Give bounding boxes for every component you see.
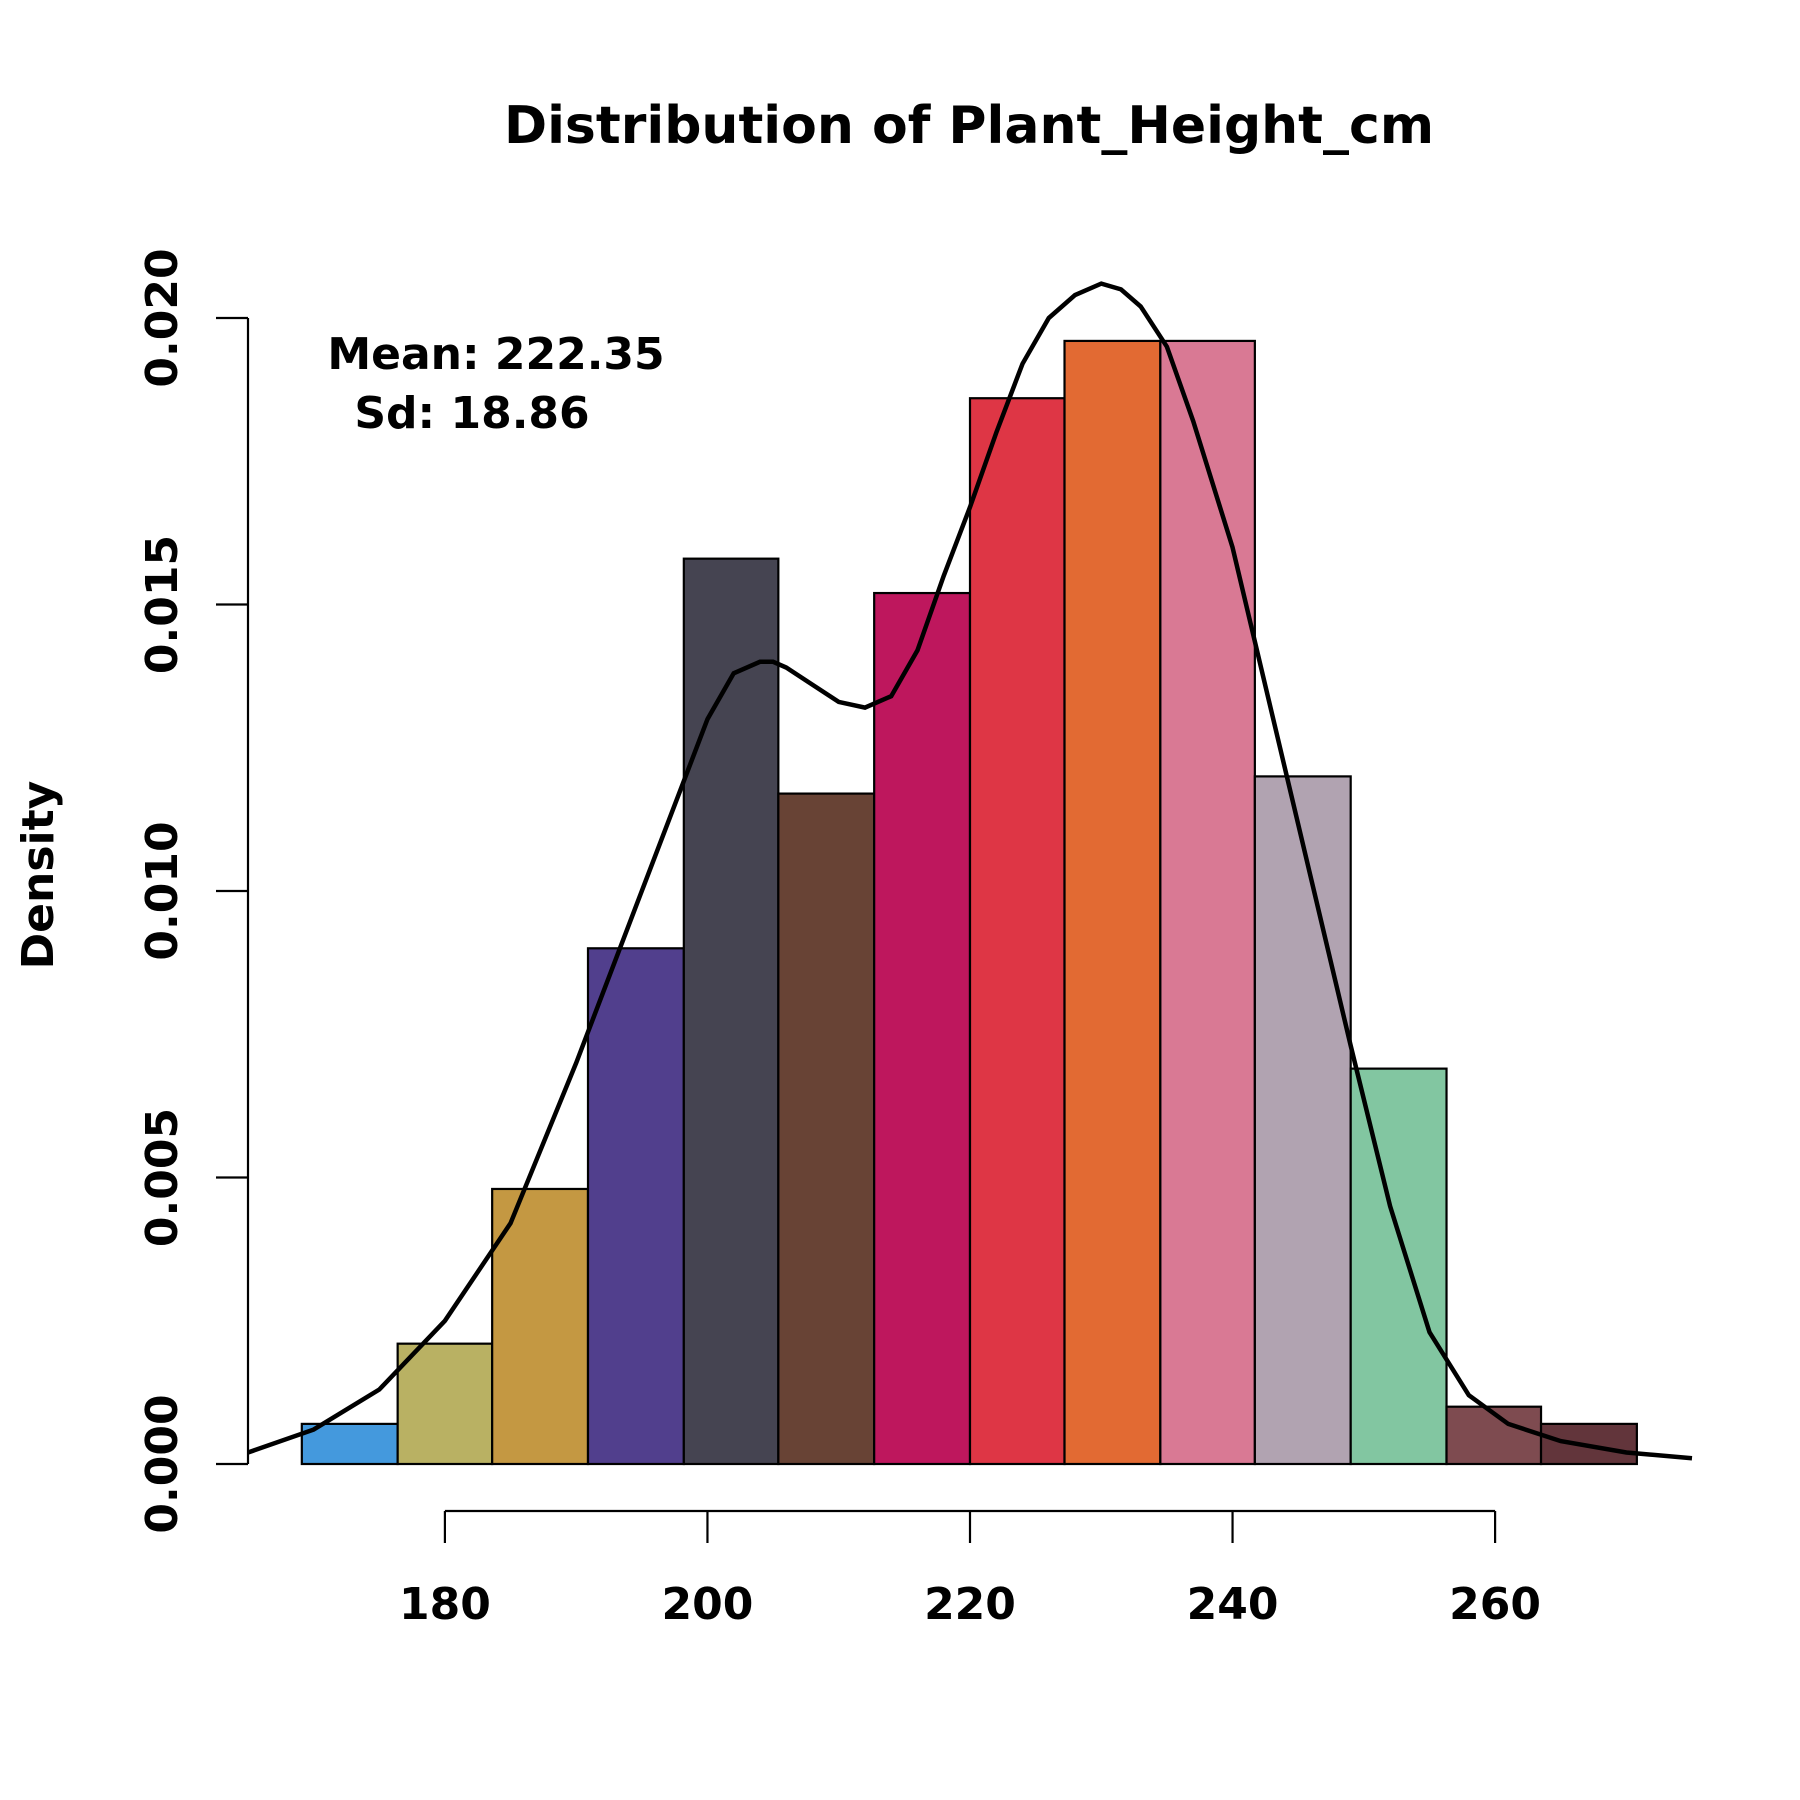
x-ticks: 180 200 220 240 260 — [399, 1511, 1541, 1630]
y-tick-label: 0.020 — [137, 248, 188, 387]
histogram-bar — [1539, 1422, 1638, 1466]
histogram-bar — [873, 591, 972, 1466]
histogram-bar — [1063, 339, 1162, 1466]
mean-annotation: Mean: 222.35 — [327, 329, 664, 380]
x-tick-label: 180 — [399, 1579, 491, 1630]
histogram-bar — [1253, 775, 1352, 1466]
histogram-bar — [491, 1187, 590, 1466]
histogram-bars — [300, 339, 1638, 1466]
histogram-bar — [396, 1342, 494, 1466]
sd-annotation: Sd: 18.86 — [354, 388, 589, 439]
chart-title: Distribution of Plant_Height_cm — [504, 96, 1434, 156]
histogram-bar — [777, 792, 876, 1466]
histogram-bar — [1349, 1067, 1448, 1466]
y-tick-label: 0.005 — [137, 1108, 188, 1247]
x-tick-label: 260 — [1449, 1579, 1541, 1630]
histogram-bar — [968, 397, 1066, 1466]
y-ticks: 0.000 0.005 0.010 0.015 0.020 — [137, 248, 248, 1534]
x-tick-label: 220 — [924, 1579, 1016, 1630]
density-curve — [247, 281, 1693, 1461]
histogram-bar — [1159, 339, 1256, 1466]
y-tick-label: 0.010 — [137, 821, 188, 960]
x-axis: 180 200 220 240 260 — [399, 1509, 1541, 1630]
histogram-bar — [682, 557, 780, 1466]
x-tick-label: 200 — [662, 1579, 754, 1630]
y-axis-label: Density — [13, 781, 64, 970]
y-tick-label: 0.000 — [137, 1394, 188, 1533]
y-axis: 0.000 0.005 0.010 0.015 0.020 — [137, 248, 250, 1534]
histogram-bar — [586, 947, 685, 1466]
histogram-bar — [300, 1422, 399, 1466]
x-tick-label: 240 — [1187, 1579, 1279, 1630]
histogram-bar — [1445, 1405, 1543, 1466]
y-tick-label: 0.015 — [137, 535, 188, 674]
